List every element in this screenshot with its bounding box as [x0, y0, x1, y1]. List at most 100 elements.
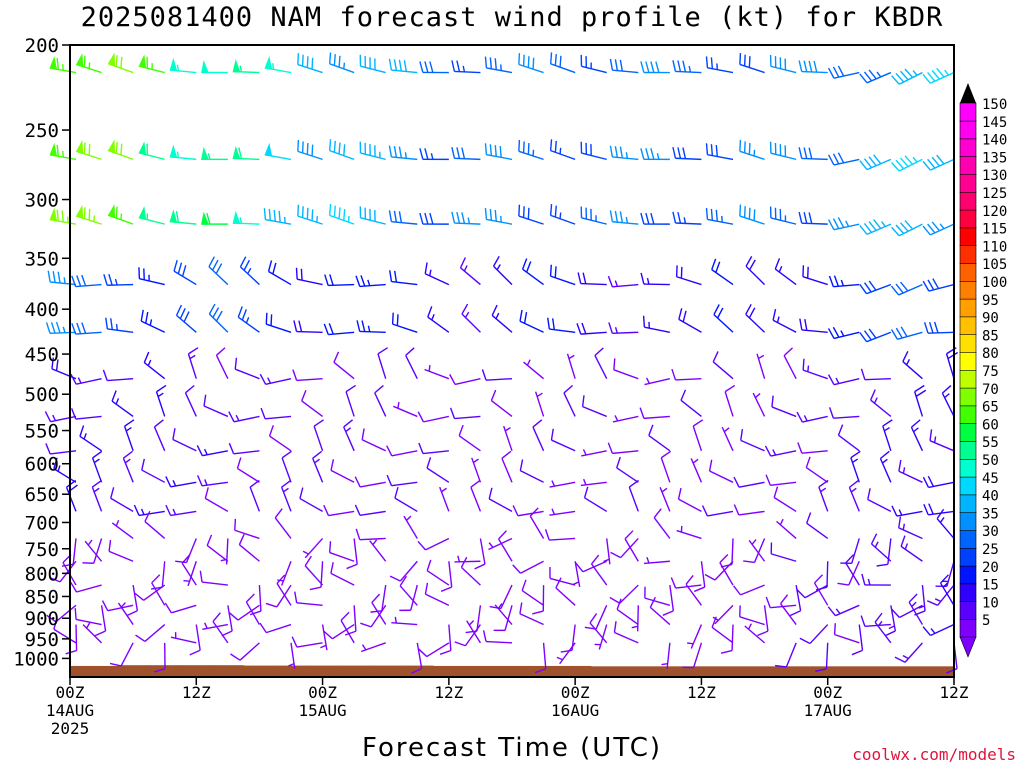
wind-barb — [798, 211, 828, 225]
barb-full — [371, 593, 381, 604]
wind-barb — [488, 487, 513, 513]
barb-half — [582, 449, 587, 456]
barb-full — [196, 445, 203, 457]
barb-half — [114, 278, 118, 286]
barb-staff — [675, 70, 702, 74]
barb-full — [936, 154, 945, 165]
barb-full — [650, 148, 655, 160]
barb-staff — [381, 584, 387, 611]
wind-barb — [196, 445, 228, 457]
colorbar-swatch — [959, 440, 977, 460]
barb-staff — [739, 63, 765, 74]
wind-barb — [712, 604, 734, 625]
barb-staff — [439, 486, 450, 512]
barb-staff — [360, 481, 386, 488]
barb-full — [83, 207, 86, 219]
barb-staff — [612, 450, 639, 455]
wind-barb — [391, 312, 418, 333]
barb-staff — [329, 149, 355, 161]
barb-staff — [330, 469, 355, 483]
wind-barb — [451, 211, 481, 225]
wind-barb — [183, 561, 197, 587]
wind-barb — [519, 309, 544, 333]
barb-staff — [172, 438, 197, 452]
terrain-segment — [433, 665, 466, 677]
barb-full — [238, 147, 243, 159]
barb-staff — [801, 222, 828, 225]
barb-full — [581, 322, 587, 334]
barb-staff — [763, 605, 769, 632]
barb-staff — [269, 435, 292, 452]
wind-barb — [232, 59, 260, 74]
y-tick-label: 350 — [25, 248, 59, 270]
barb-staff — [644, 326, 670, 333]
barb-half — [572, 581, 580, 586]
barb-staff — [410, 584, 418, 611]
barb-staff — [215, 354, 229, 379]
barb-full — [693, 586, 705, 593]
barb-full — [749, 259, 756, 271]
barb-staff — [304, 565, 324, 586]
wind-barb — [201, 146, 228, 161]
barb-full — [895, 327, 903, 339]
barb-full — [895, 283, 904, 294]
barb-half — [944, 69, 950, 76]
barb-staff — [296, 278, 323, 286]
barb-staff — [107, 377, 134, 382]
barb-staff — [887, 538, 892, 565]
barb-full — [581, 395, 585, 407]
barb-full — [45, 443, 51, 455]
barb-staff — [941, 392, 955, 417]
barb-half — [495, 312, 500, 319]
barb-half — [235, 414, 240, 422]
wind-barb — [65, 624, 78, 655]
barb-staff — [486, 67, 513, 74]
barb-pennant — [201, 211, 209, 225]
colorbar-swatch — [959, 529, 977, 549]
barb-full — [532, 610, 544, 615]
barb-staff — [707, 153, 734, 161]
wind-barb — [670, 577, 702, 589]
wind-barb — [648, 424, 671, 452]
barb-staff — [898, 283, 923, 296]
barb-full — [386, 445, 393, 457]
wind-barb — [140, 309, 166, 333]
barb-full — [941, 385, 952, 394]
barb-full — [360, 622, 372, 628]
barb-staff — [108, 550, 134, 562]
barb-full — [133, 504, 140, 516]
barb-staff — [185, 538, 197, 563]
barb-half — [115, 398, 120, 405]
barb-full — [932, 278, 940, 289]
barb-full — [311, 57, 314, 70]
barb-staff — [122, 457, 134, 483]
barb-full — [560, 649, 573, 653]
wind-barb — [583, 486, 608, 513]
barb-staff — [676, 529, 702, 540]
wind-barb — [705, 143, 734, 161]
barb-full — [613, 358, 616, 370]
barb-half — [933, 436, 937, 443]
wind-barb — [470, 479, 482, 512]
wind-barb — [549, 480, 576, 488]
wind-barb — [45, 321, 77, 335]
wind-barb — [891, 155, 923, 172]
barb-full — [491, 304, 498, 316]
wind-barb — [82, 622, 103, 644]
barb-full — [671, 368, 677, 381]
barb-full — [281, 450, 292, 459]
wind-barb — [393, 402, 418, 418]
wind-barb — [802, 265, 828, 286]
barb-full — [589, 613, 598, 624]
barb-full — [890, 329, 898, 340]
barb-full — [527, 56, 530, 68]
wind-barb — [610, 537, 639, 559]
barb-staff — [265, 218, 292, 225]
wind-barb — [497, 530, 513, 562]
barb-staff — [424, 368, 450, 380]
wind-barb — [680, 389, 702, 417]
wind-barb — [424, 365, 450, 380]
barb-full — [922, 626, 931, 636]
barb-half — [877, 620, 883, 627]
barb-pennant — [201, 60, 209, 74]
